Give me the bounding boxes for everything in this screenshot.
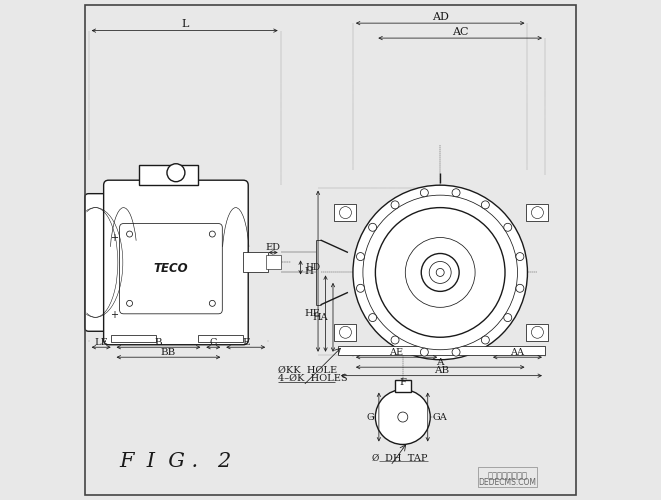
Text: F  I  G .   2: F I G . 2	[120, 452, 232, 471]
Circle shape	[369, 224, 377, 232]
Circle shape	[405, 238, 475, 308]
Text: F: F	[399, 378, 407, 386]
Text: B: B	[155, 338, 163, 346]
Text: +: +	[110, 232, 118, 242]
Text: 4–ØK  HOLES: 4–ØK HOLES	[278, 374, 348, 382]
Circle shape	[481, 201, 489, 209]
Circle shape	[375, 390, 430, 444]
Circle shape	[210, 231, 215, 237]
Text: GA: GA	[433, 412, 447, 422]
Circle shape	[481, 336, 489, 344]
Text: HD: HD	[305, 263, 321, 272]
Circle shape	[353, 185, 527, 360]
Text: AB: AB	[434, 366, 449, 375]
Circle shape	[340, 326, 352, 338]
Text: HA: HA	[313, 313, 328, 322]
Circle shape	[391, 201, 399, 209]
Text: G: G	[366, 412, 374, 422]
FancyBboxPatch shape	[120, 224, 222, 314]
Circle shape	[356, 284, 364, 292]
Circle shape	[391, 336, 399, 344]
Text: HE: HE	[305, 309, 321, 318]
Text: ØKK  HOLE: ØKK HOLE	[278, 366, 337, 375]
Text: AE: AE	[389, 348, 404, 356]
FancyBboxPatch shape	[104, 180, 249, 344]
Text: L: L	[181, 19, 188, 29]
Text: C: C	[210, 338, 217, 346]
Circle shape	[363, 195, 518, 350]
Circle shape	[504, 314, 512, 322]
Bar	[334, 204, 356, 222]
Bar	[526, 324, 549, 341]
Circle shape	[516, 252, 524, 260]
Text: +: +	[110, 310, 118, 320]
Circle shape	[126, 231, 133, 237]
Circle shape	[436, 268, 444, 276]
Text: 织梦内容管理系统: 织梦内容管理系统	[488, 471, 527, 480]
Bar	[334, 324, 356, 341]
Circle shape	[398, 412, 408, 422]
Bar	[111, 335, 156, 342]
Text: ED: ED	[266, 243, 281, 252]
Bar	[478, 467, 537, 487]
Bar	[266, 256, 281, 269]
Circle shape	[126, 300, 133, 306]
Circle shape	[167, 164, 185, 182]
Bar	[338, 346, 545, 354]
Bar	[243, 252, 268, 272]
Bar	[526, 204, 549, 222]
Text: TECO: TECO	[153, 262, 188, 275]
Circle shape	[421, 254, 459, 292]
Circle shape	[531, 326, 543, 338]
Circle shape	[420, 348, 428, 356]
Circle shape	[210, 300, 215, 306]
Circle shape	[452, 348, 460, 356]
Circle shape	[516, 284, 524, 292]
Text: A: A	[436, 358, 444, 366]
Text: DEDECMS.COM: DEDECMS.COM	[479, 478, 537, 488]
Bar	[139, 165, 198, 185]
Text: LE: LE	[95, 338, 108, 346]
Circle shape	[531, 206, 543, 218]
Circle shape	[504, 224, 512, 232]
Circle shape	[356, 252, 364, 260]
Bar	[198, 335, 243, 342]
Circle shape	[340, 206, 352, 218]
Text: BB: BB	[161, 348, 176, 356]
Circle shape	[429, 262, 451, 283]
Text: AD: AD	[432, 12, 449, 22]
Text: Ø: Ø	[372, 454, 379, 463]
Circle shape	[375, 208, 505, 338]
Text: DH  TAP: DH TAP	[385, 454, 428, 463]
FancyBboxPatch shape	[85, 194, 115, 332]
Circle shape	[420, 188, 428, 196]
Bar	[395, 380, 411, 392]
Text: AA: AA	[510, 348, 524, 356]
Text: AC: AC	[452, 26, 469, 36]
Text: E: E	[242, 338, 249, 346]
Circle shape	[452, 188, 460, 196]
Circle shape	[369, 314, 377, 322]
Text: H: H	[304, 266, 313, 276]
